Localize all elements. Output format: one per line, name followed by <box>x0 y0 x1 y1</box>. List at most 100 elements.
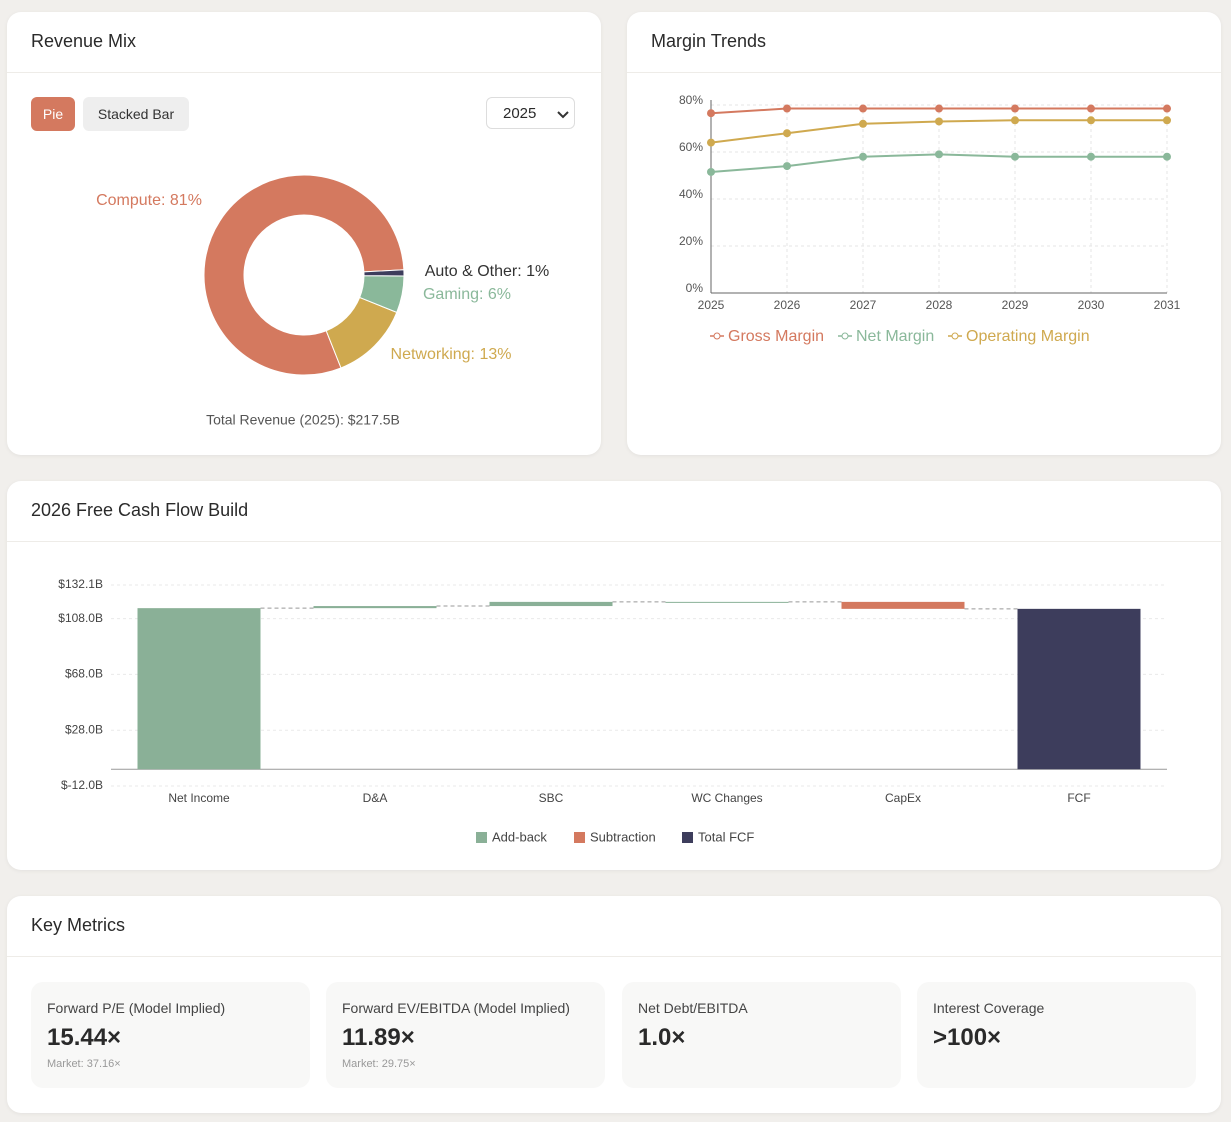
point <box>1163 104 1171 113</box>
point <box>1163 152 1171 161</box>
point <box>1011 104 1019 113</box>
point <box>1011 116 1019 125</box>
metric-card: Forward P/E (Model Implied) 15.44× Market:… <box>31 982 310 1088</box>
point <box>935 117 943 126</box>
metric-value: 11.89× <box>342 1024 415 1051</box>
legend-dot <box>951 332 959 340</box>
y-tick-label: 0% <box>686 281 704 295</box>
x-tick-label: 2030 <box>1078 298 1105 312</box>
metric-market: Market: 29.75× <box>342 1058 416 1070</box>
pie-chart: Compute: 81% Networking: 13% Gaming: 6% Aut… <box>96 174 550 428</box>
card-title: Revenue Mix <box>31 31 137 51</box>
x-tick-label: 2025 <box>698 298 725 312</box>
card-title: 2026 Free Cash Flow Build <box>31 500 249 520</box>
slice-label: Compute: 81% <box>96 192 202 209</box>
metrics-card: Key Metrics Forward P/E (Model Implied) 1… <box>7 896 1221 1113</box>
tab-stacked[interactable]: Stacked Bar <box>83 97 189 131</box>
line-chart: 0% 20% 40% 60% 80% 2025 2026 2027 2028 2029 2030 20… <box>679 93 1181 345</box>
metric-value: >100× <box>933 1024 1002 1051</box>
point <box>707 138 715 147</box>
legend-swatch <box>574 832 585 843</box>
x-tick-label: D&A <box>363 791 388 805</box>
legend-dot <box>713 332 721 340</box>
legend-swatch <box>682 832 693 843</box>
point <box>707 167 715 176</box>
y-tick-label: $68.0B <box>65 667 103 681</box>
x-tick-label: 2027 <box>850 298 877 312</box>
metric-market: Market: 37.16× <box>47 1058 121 1070</box>
metric-value: 1.0× <box>638 1024 686 1051</box>
pie-slice <box>358 275 405 314</box>
point <box>1087 104 1095 113</box>
point <box>1011 152 1019 161</box>
point <box>1087 152 1095 161</box>
point <box>783 129 791 138</box>
bar <box>137 608 261 770</box>
pie-slice <box>203 174 405 376</box>
metric-card: Forward EV/EBITDA (Model Implied) 11.89× M… <box>326 982 605 1088</box>
divider <box>627 72 1221 73</box>
point <box>935 104 943 113</box>
divider <box>7 72 601 73</box>
pie-slice <box>363 269 405 277</box>
legend-label: Operating Margin <box>966 328 1090 345</box>
slice-label: Gaming: 6% <box>423 286 511 303</box>
metric-card: Interest Coverage >100× <box>917 982 1196 1088</box>
x-tick-label: 2026 <box>774 298 801 312</box>
y-tick-label: $28.0B <box>65 722 103 736</box>
bar <box>1017 608 1141 770</box>
y-tick-label: $108.0B <box>58 611 103 625</box>
pie-slice <box>325 296 398 369</box>
x-tick-label: CapEx <box>885 791 921 805</box>
year: 2025 <box>503 105 537 122</box>
y-tick-label: 60% <box>679 140 703 154</box>
legend-label: Subtraction <box>590 829 656 844</box>
year-select[interactable]: 2025 <box>486 97 575 129</box>
point <box>783 104 791 113</box>
x-tick-label: 2028 <box>926 298 953 312</box>
x-tick-label: 2031 <box>1154 298 1181 312</box>
x-tick-label: 2029 <box>1002 298 1029 312</box>
point <box>783 162 791 171</box>
point <box>859 104 867 113</box>
point <box>859 152 867 161</box>
legend-label: Total FCF <box>698 829 754 844</box>
divider <box>7 956 1221 957</box>
metric-label: Net Debt/EBITDA <box>638 1000 748 1016</box>
point <box>1163 116 1171 125</box>
legend-dot <box>841 332 849 340</box>
card-title: Key Metrics <box>31 915 126 935</box>
waterfall-chart: $-12.0B $28.0B $68.0B $108.0B $132.1B Net Inc… <box>58 577 1167 844</box>
bar <box>841 601 965 609</box>
x-tick-label: FCF <box>1067 791 1090 805</box>
legend-label: Net Margin <box>856 328 934 345</box>
y-tick-label: $-12.0B <box>61 778 103 792</box>
total-revenue: Total Revenue (2025): $217.5B <box>206 412 400 428</box>
metric-label: Forward P/E (Model Implied) <box>47 1000 226 1016</box>
metric-label: Interest Coverage <box>933 1000 1045 1016</box>
x-tick-label: WC Changes <box>691 791 762 805</box>
bar <box>489 601 613 607</box>
point <box>707 109 715 118</box>
metric-label: Forward EV/EBITDA (Model Implied) <box>342 1000 570 1016</box>
margin-card: Margin Trends 0% 20% 40% 60% 80% 2025 2026 2027… <box>627 12 1221 455</box>
slice-label: Networking: 13% <box>391 346 512 363</box>
metric-card: Net Debt/EBITDA 1.0× <box>622 982 901 1088</box>
fcf-card: 2026 Free Cash Flow Build $-12.0B $28.0B $… <box>7 481 1221 870</box>
point <box>935 150 943 159</box>
y-tick-label: 20% <box>679 234 703 248</box>
legend-label: Gross Margin <box>728 328 824 345</box>
divider <box>7 541 1221 542</box>
bar <box>665 601 789 603</box>
tab-pie[interactable]: Pie <box>31 97 75 131</box>
y-tick-label: 80% <box>679 93 703 107</box>
bar <box>313 606 437 609</box>
card-title: Margin Trends <box>651 31 767 51</box>
point <box>1087 116 1095 125</box>
legend-swatch <box>476 832 487 843</box>
slice-label: Auto & Other: 1% <box>425 263 550 280</box>
y-tick-label: $132.1B <box>58 577 103 591</box>
point <box>859 119 867 128</box>
revenue-card: Revenue Mix Pie Stacked Bar 2025 Compute… <box>7 12 601 455</box>
